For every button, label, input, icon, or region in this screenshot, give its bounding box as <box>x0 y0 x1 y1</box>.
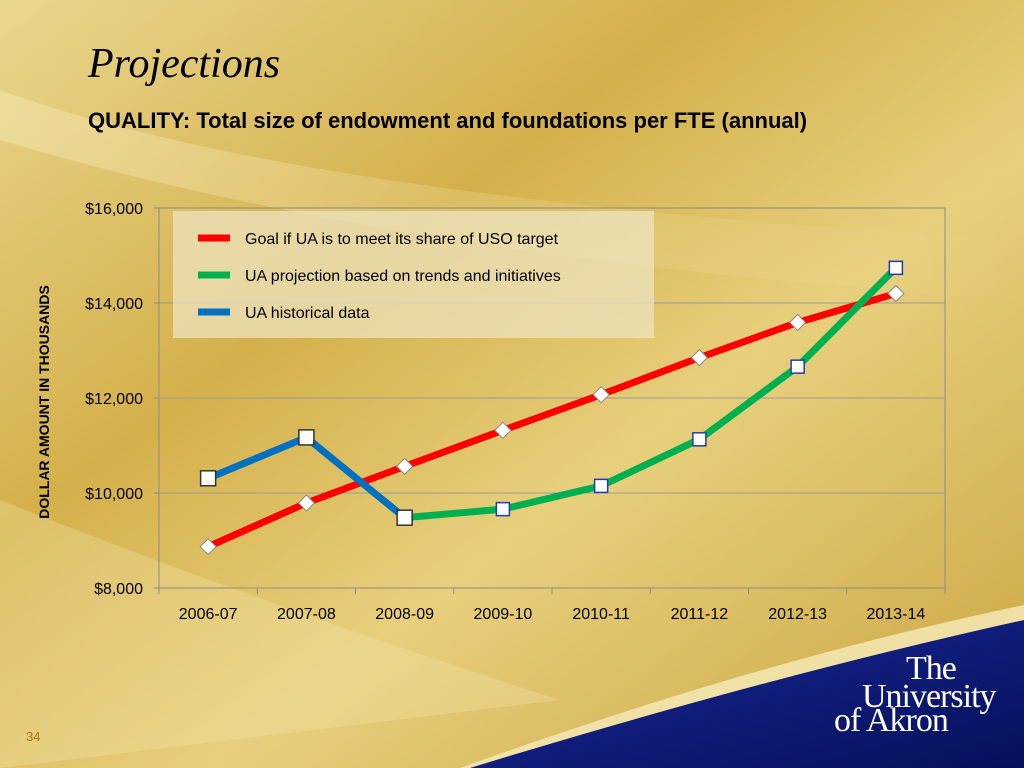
series-line-1 <box>404 265 899 522</box>
y-axis-ticks: $8,000 $10,000 $12,000 $14,000 $16,000 <box>85 201 159 598</box>
x-tick-label: 2013-14 <box>867 606 926 623</box>
x-tick-label: 2012-13 <box>768 606 827 623</box>
x-tick-label: 2006-07 <box>179 606 238 623</box>
series-markers <box>199 260 905 556</box>
data-point <box>888 260 904 276</box>
y-tick-label: $12,000 <box>85 391 143 408</box>
data-point <box>788 313 807 332</box>
logo-line-the: The <box>906 650 957 687</box>
data-point <box>297 494 316 512</box>
data-point <box>593 478 609 494</box>
data-point <box>395 457 414 476</box>
legend-label: UA historical data <box>245 305 370 322</box>
x-tick-label: 2009-10 <box>474 606 533 623</box>
data-point <box>396 509 413 526</box>
y-tick-label: $8,000 <box>94 581 143 598</box>
legend: Goal if UA is to meet its share of USO t… <box>173 211 654 338</box>
data-point <box>692 432 707 447</box>
data-point <box>790 359 805 374</box>
x-tick-label: 2011-12 <box>671 606 729 623</box>
x-axis-ticks: 2006-07 2007-08 2008-09 2009-10 2010-11 2011-… <box>158 588 946 623</box>
data-point <box>592 385 610 404</box>
logo-line-university: University <box>862 678 997 715</box>
data-point <box>494 421 512 440</box>
x-tick-label: 2010-11 <box>572 606 630 623</box>
y-tick-label: $14,000 <box>85 296 143 313</box>
data-point <box>298 429 315 446</box>
legend-label: Goal if UA is to meet its share of USO t… <box>245 231 559 248</box>
data-point <box>199 470 217 487</box>
x-tick-label: 2007-08 <box>277 606 336 623</box>
legend-box <box>173 211 654 338</box>
data-point <box>495 501 511 517</box>
data-point <box>199 537 217 556</box>
logo-line-akron: of Akron <box>834 702 949 739</box>
data-point <box>887 284 905 303</box>
legend-label: UA projection based on trends and initia… <box>245 268 561 285</box>
page-number: 34 <box>26 729 41 744</box>
y-axis-label: DOLLAR AMOUNT IN THOUSANDS <box>36 285 52 519</box>
y-tick-label: $16,000 <box>85 201 143 218</box>
university-logo: The University of Akron <box>832 650 1012 740</box>
slide-subtitle: QUALITY: Total size of endowment and fou… <box>88 108 808 133</box>
x-tick-label: 2008-09 <box>375 606 434 623</box>
slide-title: Projections <box>88 41 281 87</box>
series-line-0 <box>206 290 897 550</box>
y-tick-label: $10,000 <box>85 486 143 503</box>
data-point <box>690 348 709 367</box>
